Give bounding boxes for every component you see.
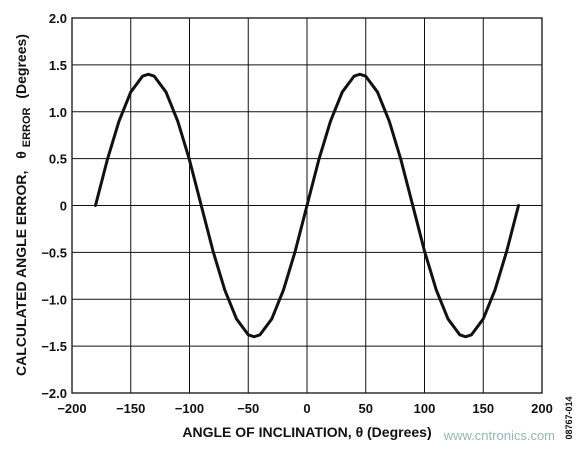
y-axis-title: CALCULATED ANGLE ERROR, θ ERROR (Degrees… bbox=[13, 34, 33, 376]
y-tick-label: −1.5 bbox=[41, 339, 67, 354]
x-tick-label: −200 bbox=[57, 401, 86, 416]
angle-error-line bbox=[94, 72, 520, 339]
x-tick-label: 100 bbox=[414, 401, 436, 416]
y-axis-title-suffix: (Degrees) bbox=[13, 34, 29, 99]
x-tick-label: −50 bbox=[237, 401, 259, 416]
y-axis-title-subscript: ERROR bbox=[21, 107, 33, 147]
y-tick-label: 0 bbox=[60, 199, 67, 214]
series-layer bbox=[94, 72, 520, 339]
y-tick-label: 1.0 bbox=[49, 105, 67, 120]
y-tick-label: 0.5 bbox=[49, 152, 67, 167]
y-axis-title-prefix: CALCULATED ANGLE ERROR, bbox=[13, 171, 29, 376]
x-tick-label: 50 bbox=[359, 401, 373, 416]
watermark: www.cntronics.com bbox=[443, 428, 555, 443]
x-tick-label: −100 bbox=[175, 401, 204, 416]
x-tick-label: 0 bbox=[303, 401, 310, 416]
y-tick-label: 1.5 bbox=[49, 58, 67, 73]
x-tick-label: −150 bbox=[116, 401, 145, 416]
y-tick-label: −0.5 bbox=[41, 245, 67, 260]
x-tick-labels: −200 −150 −100 −50 0 50 100 150 200 bbox=[57, 401, 553, 416]
x-tick-label: 200 bbox=[531, 401, 553, 416]
y-axis-title-theta: θ bbox=[13, 151, 29, 159]
figure-code: 08767-014 bbox=[564, 396, 574, 439]
y-tick-label: −1.0 bbox=[41, 292, 67, 307]
y-tick-label: 2.0 bbox=[49, 11, 67, 26]
x-tick-label: 150 bbox=[472, 401, 494, 416]
plot-frame bbox=[71, 17, 543, 394]
y-tick-label: −2.0 bbox=[41, 386, 67, 401]
x-axis-title: ANGLE OF INCLINATION, θ (Degrees) bbox=[182, 424, 431, 440]
y-tick-labels: 2.0 1.5 1.0 0.5 0 −0.5 −1.0 −1.5 −2.0 bbox=[41, 11, 67, 401]
